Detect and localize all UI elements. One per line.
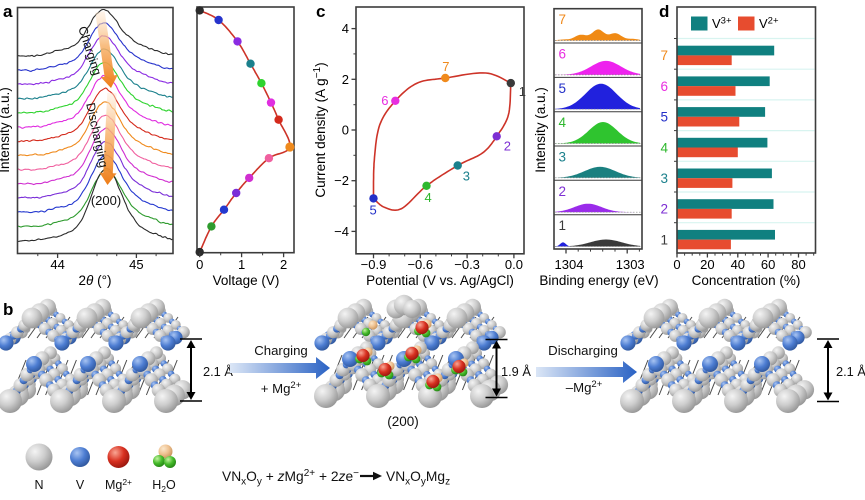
- svg-text:VNxOyMgz: VNxOyMgz: [386, 469, 450, 488]
- svg-text:2: 2: [342, 72, 349, 87]
- svg-text:−4: −4: [334, 224, 349, 239]
- svg-text:3: 3: [559, 150, 567, 165]
- svg-text:Intensity (a.u.): Intensity (a.u.): [0, 87, 12, 173]
- svg-text:6: 6: [559, 47, 567, 62]
- svg-text:1: 1: [238, 257, 245, 272]
- svg-text:3: 3: [660, 171, 668, 186]
- svg-text:7: 7: [660, 48, 668, 63]
- svg-text:Voltage (V): Voltage (V): [213, 273, 280, 288]
- svg-text:20: 20: [700, 257, 714, 272]
- svg-text:1: 1: [519, 84, 526, 99]
- svg-text:6: 6: [660, 79, 668, 94]
- svg-text:c: c: [316, 2, 325, 21]
- svg-text:0: 0: [196, 257, 203, 272]
- svg-text:2: 2: [559, 184, 567, 199]
- svg-text:4: 4: [342, 21, 349, 36]
- svg-text:0: 0: [673, 257, 680, 272]
- svg-text:6: 6: [381, 93, 388, 108]
- svg-text:5: 5: [660, 110, 668, 125]
- svg-text:0: 0: [342, 123, 349, 138]
- svg-text:Discharging: Discharging: [548, 343, 618, 358]
- svg-text:(200): (200): [387, 414, 419, 429]
- svg-text:2.1 Å: 2.1 Å: [836, 364, 865, 379]
- svg-text:1: 1: [660, 232, 668, 247]
- svg-text:2: 2: [660, 202, 668, 217]
- svg-text:V: V: [76, 478, 85, 492]
- svg-text:3: 3: [463, 169, 470, 184]
- svg-text:Intensity (a.u.): Intensity (a.u.): [533, 87, 548, 173]
- svg-text:−0.9: −0.9: [361, 257, 387, 272]
- svg-text:N: N: [34, 478, 43, 492]
- svg-text:44: 44: [50, 257, 64, 272]
- svg-text:60: 60: [761, 257, 775, 272]
- svg-text:40: 40: [731, 257, 745, 272]
- svg-text:0.0: 0.0: [505, 257, 523, 272]
- svg-text:4: 4: [425, 190, 432, 205]
- svg-text:1304: 1304: [555, 257, 584, 272]
- svg-text:a: a: [3, 2, 13, 21]
- svg-text:4: 4: [660, 140, 668, 155]
- svg-text:Potential (V vs. Ag/AgCl): Potential (V vs. Ag/AgCl): [366, 273, 514, 288]
- svg-text:45: 45: [129, 257, 143, 272]
- svg-text:2: 2: [504, 138, 511, 153]
- svg-text:2θ (°): 2θ (°): [79, 273, 112, 288]
- svg-text:−0.3: −0.3: [454, 257, 480, 272]
- svg-text:7: 7: [442, 59, 449, 74]
- svg-text:5: 5: [370, 202, 377, 217]
- svg-text:2: 2: [280, 257, 287, 272]
- svg-text:b: b: [3, 300, 13, 319]
- svg-text:Binding energy (eV): Binding energy (eV): [539, 273, 658, 288]
- svg-text:(200): (200): [91, 193, 121, 208]
- svg-text:−2: −2: [334, 173, 349, 188]
- svg-text:Charging: Charging: [254, 343, 308, 358]
- svg-text:80: 80: [791, 257, 805, 272]
- svg-text:d: d: [659, 2, 669, 21]
- svg-text:7: 7: [559, 12, 567, 27]
- svg-text:1: 1: [559, 218, 567, 233]
- svg-text:4: 4: [559, 115, 567, 130]
- svg-text:1303: 1303: [616, 257, 645, 272]
- svg-text:VNxOy + zMg2+ + 2ze−: VNxOy + zMg2+ + 2ze−: [222, 468, 359, 488]
- svg-text:H2O: H2O: [152, 478, 176, 494]
- svg-text:Concentration (%): Concentration (%): [692, 273, 801, 288]
- svg-text:5: 5: [559, 81, 567, 96]
- svg-text:Current density (A g−1): Current density (A g−1): [312, 62, 328, 197]
- svg-text:2.1 Å: 2.1 Å: [203, 364, 233, 379]
- svg-text:−0.6: −0.6: [407, 257, 433, 272]
- svg-text:1.9 Å: 1.9 Å: [501, 364, 531, 379]
